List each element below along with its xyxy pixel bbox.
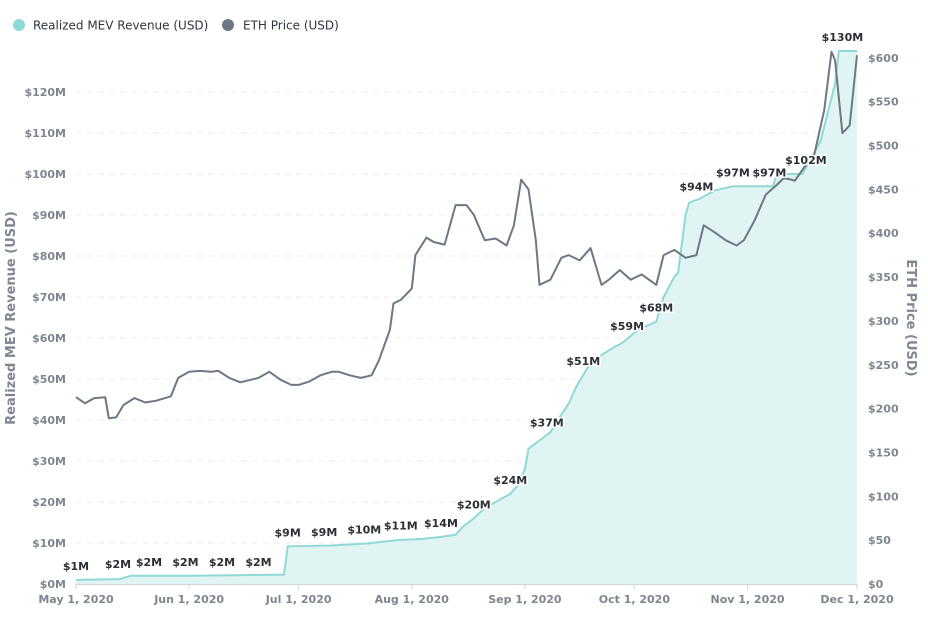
y2-tick-label: $0: [868, 578, 884, 591]
legend-label-mev-revenue: Realized MEV Revenue (USD): [33, 19, 208, 33]
y2-tick-label: $150: [868, 446, 899, 459]
mev-revenue-area: [76, 51, 857, 584]
y-tick-label: $70M: [32, 291, 66, 304]
x-tick-label: Nov 1, 2020: [710, 593, 784, 606]
data-label: $2M: [136, 556, 162, 569]
data-label: $59M: [610, 320, 644, 333]
y2-tick-label: $100: [868, 490, 899, 503]
data-label: $14M: [424, 517, 458, 530]
left-axis-title: Realized MEV Revenue (USD): [4, 211, 19, 425]
data-label: $130M: [822, 31, 864, 44]
y-tick-label: $90M: [32, 209, 66, 222]
data-label: $2M: [105, 558, 131, 571]
y-tick-label: $10M: [32, 537, 66, 550]
data-label: $10M: [347, 523, 381, 536]
data-label: $68M: [639, 302, 673, 315]
data-label: $102M: [785, 154, 827, 167]
legend-swatch-eth-price: [222, 19, 234, 31]
data-label: $97M: [752, 166, 786, 179]
y2-tick-label: $550: [868, 96, 899, 109]
y-tick-label: $60M: [32, 332, 66, 345]
y2-tick-label: $50: [868, 534, 891, 547]
data-label: $2M: [209, 556, 235, 569]
y2-tick-label: $450: [868, 183, 899, 196]
right-axis-title: ETH Price (USD): [903, 259, 918, 376]
x-tick-label: Oct 1, 2020: [599, 593, 671, 606]
data-label: $1M: [63, 560, 89, 573]
y-tick-label: $0M: [40, 578, 66, 591]
eth-price-line: [75, 50, 858, 420]
data-label: $51M: [566, 355, 600, 368]
data-label: $20M: [457, 498, 491, 511]
y-tick-label: $110M: [24, 127, 66, 140]
data-label: $9M: [275, 526, 301, 539]
y-tick-label: $50M: [32, 373, 66, 386]
y2-tick-label: $600: [868, 52, 899, 65]
left-axis-ticks: $0M $10M $20M $30M $40M $50M $60M $70M $80M $90M $…: [24, 86, 66, 591]
data-label: $11M: [384, 520, 418, 533]
data-label: $9M: [311, 526, 337, 539]
y2-tick-label: $350: [868, 271, 899, 284]
legend-swatch-mev-revenue: [13, 19, 25, 31]
x-tick-label: Jun 1, 2020: [153, 593, 224, 606]
legend-label-eth-price: ETH Price (USD): [243, 19, 339, 33]
y2-tick-label: $250: [868, 359, 899, 372]
y-tick-label: $30M: [32, 455, 66, 468]
x-tick-label: Aug 1, 2020: [375, 593, 450, 606]
y2-tick-label: $300: [868, 315, 899, 328]
y2-tick-label: $400: [868, 227, 899, 240]
mev-revenue-line: [75, 50, 857, 581]
y-tick-label: $40M: [32, 414, 66, 427]
data-label: $37M: [530, 416, 564, 429]
y-tick-label: $120M: [24, 86, 66, 99]
x-tick-label: Dec 1, 2020: [820, 593, 894, 606]
x-tick-label: Jul 1, 2020: [265, 593, 332, 606]
data-label: $94M: [679, 181, 713, 194]
data-label: $2M: [245, 556, 271, 569]
right-axis-ticks: $0 $50 $100 $150 $200 $250 $300 $350 $400 $450 $50…: [868, 52, 899, 591]
x-axis-ticks: May 1, 2020 Jun 1, 2020 Jul 1, 2020 Aug 1, …: [38, 584, 894, 606]
y-tick-label: $100M: [24, 168, 66, 181]
y-tick-label: $20M: [32, 496, 66, 509]
data-label: $2M: [172, 556, 198, 569]
y-tick-label: $80M: [32, 250, 66, 263]
data-label: $97M: [716, 166, 750, 179]
y2-tick-label: $500: [868, 140, 899, 153]
data-labels: $1M $2M $2M $2M $2M $2M $9M $9M $10M $11M $14M $20M…: [61, 30, 864, 575]
y2-tick-label: $200: [868, 403, 899, 416]
x-tick-label: Sep 1, 2020: [488, 593, 562, 606]
data-label: $24M: [493, 474, 527, 487]
x-tick-label: May 1, 2020: [38, 593, 114, 606]
legend-item-mev-revenue[interactable]: Realized MEV Revenue (USD): [13, 19, 208, 33]
legend: Realized MEV Revenue (USD) ETH Price (US…: [13, 19, 339, 33]
legend-item-eth-price[interactable]: ETH Price (USD): [222, 19, 339, 33]
